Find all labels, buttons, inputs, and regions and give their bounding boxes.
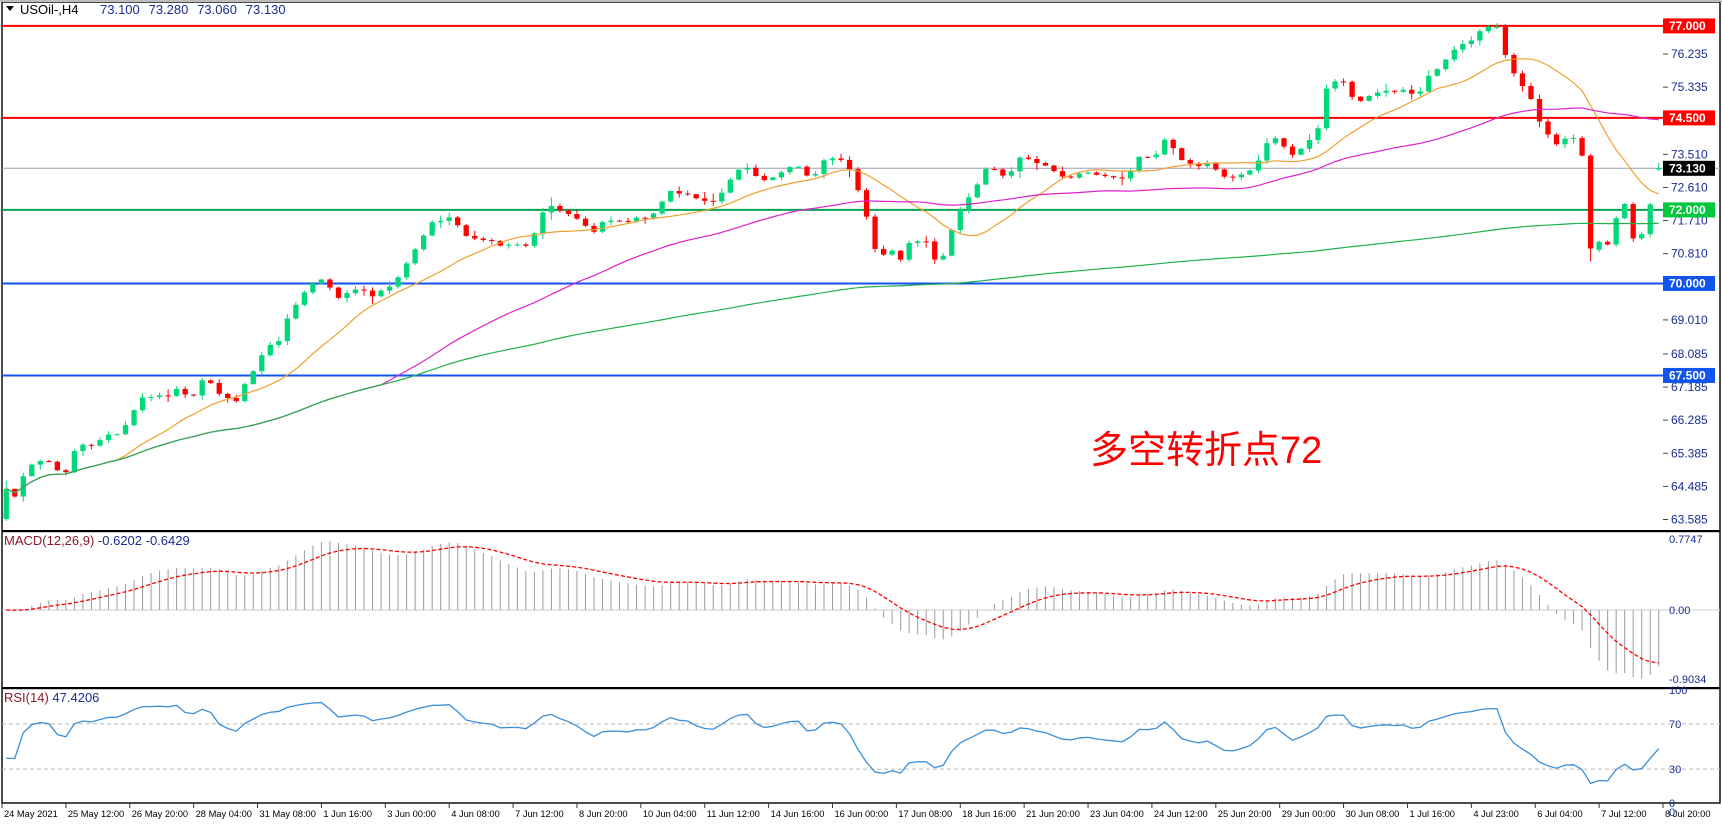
svg-text:24 Jun 12:00: 24 Jun 12:00	[1154, 809, 1208, 819]
svg-text:64.485: 64.485	[1671, 479, 1708, 493]
svg-text:1 Jul 16:00: 1 Jul 16:00	[1409, 809, 1455, 819]
svg-text:76.235: 76.235	[1671, 47, 1708, 61]
svg-text:74.500: 74.500	[1669, 111, 1706, 125]
svg-text:73.280: 73.280	[149, 2, 189, 17]
svg-text:3 Jun 00:00: 3 Jun 00:00	[387, 809, 436, 819]
svg-text:25 Jun 20:00: 25 Jun 20:00	[1218, 809, 1272, 819]
svg-text:MACD(12,26,9) -0.6202 -0.6429: MACD(12,26,9) -0.6202 -0.6429	[4, 533, 190, 548]
svg-text:21 Jun 20:00: 21 Jun 20:00	[1026, 809, 1080, 819]
svg-text:14 Jun 16:00: 14 Jun 16:00	[771, 809, 825, 819]
svg-text:23 Jun 04:00: 23 Jun 04:00	[1090, 809, 1144, 819]
svg-text:25 May 12:00: 25 May 12:00	[68, 809, 124, 819]
svg-text:USOil-,H4: USOil-,H4	[20, 2, 79, 17]
svg-text:100: 100	[1669, 685, 1687, 697]
svg-text:70.810: 70.810	[1671, 247, 1708, 261]
svg-text:66.285: 66.285	[1671, 413, 1708, 427]
svg-text:70.000: 70.000	[1669, 276, 1706, 290]
svg-text:7 Jun 12:00: 7 Jun 12:00	[515, 809, 564, 819]
svg-text:72.000: 72.000	[1669, 203, 1706, 217]
svg-text:多空转折点72: 多空转折点72	[1090, 430, 1322, 472]
svg-text:72.610: 72.610	[1671, 180, 1708, 194]
svg-text:77.000: 77.000	[1669, 19, 1706, 33]
svg-text:24 May 2021: 24 May 2021	[4, 809, 58, 819]
svg-text:31 May 08:00: 31 May 08:00	[260, 809, 316, 819]
svg-text:30: 30	[1669, 764, 1681, 776]
svg-text:29 Jun 00:00: 29 Jun 00:00	[1282, 809, 1336, 819]
svg-text:73.060: 73.060	[197, 2, 237, 17]
svg-text:17 Jun 08:00: 17 Jun 08:00	[898, 809, 952, 819]
svg-text:75.335: 75.335	[1671, 80, 1708, 94]
svg-text:30 Jun 08:00: 30 Jun 08:00	[1346, 809, 1400, 819]
svg-text:68.085: 68.085	[1671, 347, 1708, 361]
svg-text:11 Jun 12:00: 11 Jun 12:00	[707, 809, 760, 819]
svg-text:70: 70	[1669, 719, 1681, 731]
svg-text:16 Jun 00:00: 16 Jun 00:00	[835, 809, 889, 819]
svg-text:18 Jun 16:00: 18 Jun 16:00	[962, 809, 1016, 819]
svg-text:8 Jun 20:00: 8 Jun 20:00	[579, 809, 628, 819]
svg-text:65.385: 65.385	[1671, 446, 1708, 460]
svg-text:0.7747: 0.7747	[1669, 534, 1703, 546]
svg-text:4 Jun 08:00: 4 Jun 08:00	[451, 809, 500, 819]
svg-text:RSI(14) 47.4206: RSI(14) 47.4206	[4, 690, 99, 705]
svg-text:7 Jul 12:00: 7 Jul 12:00	[1601, 809, 1647, 819]
svg-text:63.585: 63.585	[1671, 513, 1708, 527]
svg-text:73.510: 73.510	[1671, 147, 1708, 161]
svg-text:28 May 04:00: 28 May 04:00	[196, 809, 252, 819]
svg-text:10 Jun 04:00: 10 Jun 04:00	[643, 809, 697, 819]
svg-text:1 Jun 16:00: 1 Jun 16:00	[323, 809, 372, 819]
svg-text:73.130: 73.130	[246, 2, 286, 17]
svg-text:73.100: 73.100	[100, 2, 140, 17]
svg-text:26 May 20:00: 26 May 20:00	[132, 809, 188, 819]
svg-text:6 Jul 04:00: 6 Jul 04:00	[1537, 809, 1583, 819]
svg-text:0.00: 0.00	[1669, 605, 1690, 617]
svg-text:69.010: 69.010	[1671, 313, 1708, 327]
svg-text:0: 0	[1669, 807, 1675, 819]
svg-text:67.500: 67.500	[1669, 368, 1706, 382]
svg-text:73.130: 73.130	[1669, 161, 1706, 175]
svg-text:4 Jul 23:00: 4 Jul 23:00	[1473, 809, 1519, 819]
